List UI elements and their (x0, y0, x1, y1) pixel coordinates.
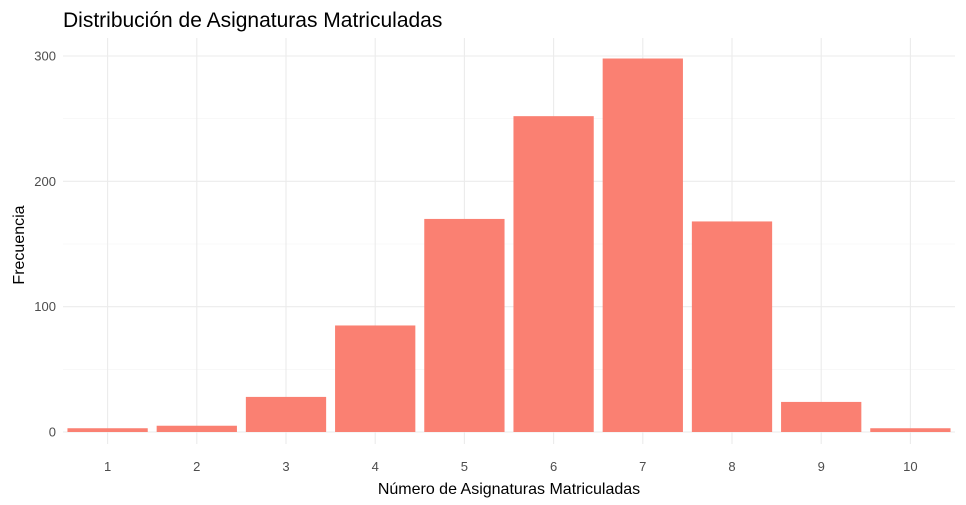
chart-title: Distribución de Asignaturas Matriculadas (63, 9, 442, 32)
x-tick-label: 8 (728, 459, 735, 474)
y-tick-labels: 0 100 200 300 (34, 49, 56, 440)
y-tick-label: 100 (34, 299, 56, 314)
x-tick-label: 1 (104, 459, 111, 474)
bar-3 (245, 396, 327, 432)
bar-7 (602, 58, 683, 433)
bar-8 (691, 221, 773, 432)
y-tick-label: 0 (49, 425, 56, 440)
bar-1 (67, 428, 148, 432)
bar-4 (335, 325, 416, 432)
y-axis-title: Frecuencia (11, 205, 28, 284)
x-tick-label: 10 (903, 459, 917, 474)
x-tick-label: 3 (282, 459, 289, 474)
x-tick-label: 5 (461, 459, 468, 474)
y-tick-label: 200 (34, 174, 56, 189)
x-tick-label: 7 (639, 459, 646, 474)
bar-5 (424, 218, 505, 432)
x-tick-label: 2 (193, 459, 200, 474)
x-tick-label: 6 (550, 459, 557, 474)
x-tick-label: 9 (818, 459, 825, 474)
y-tick-label: 300 (34, 49, 56, 64)
x-tick-labels: 1 2 3 4 5 6 7 8 9 10 (104, 459, 918, 474)
x-tick-label: 4 (372, 459, 379, 474)
bar-6 (513, 116, 594, 432)
bar-9 (781, 401, 862, 432)
bar-10 (870, 428, 951, 432)
bars (67, 58, 951, 433)
x-axis-title: Número de Asignaturas Matriculadas (378, 481, 640, 498)
bar-2 (156, 425, 237, 432)
grid-lines (63, 38, 955, 444)
